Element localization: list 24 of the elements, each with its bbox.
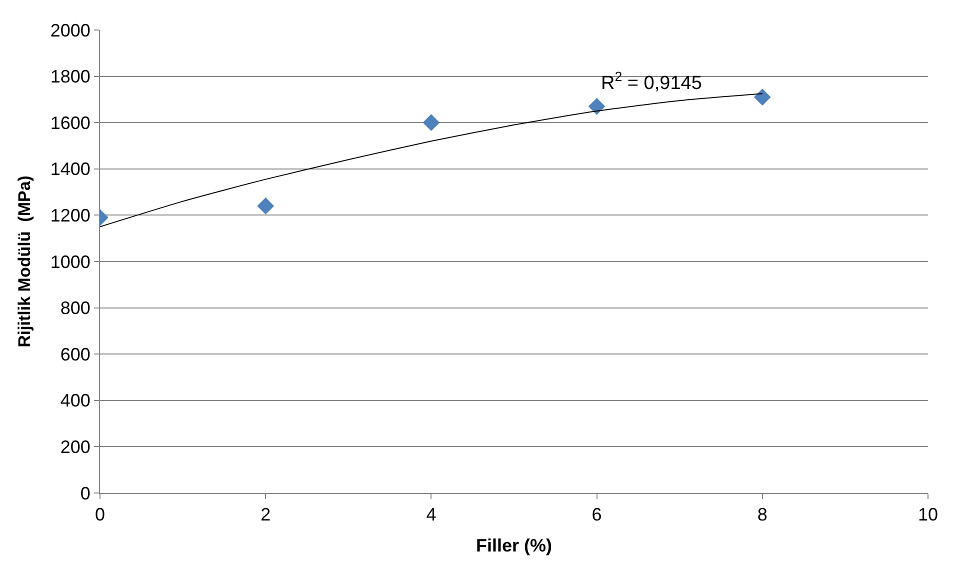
- y-tick-label: 2000: [50, 20, 90, 40]
- y-tick-label: 600: [60, 344, 90, 364]
- y-tick-label: 1600: [50, 112, 90, 133]
- x-tick-label: 4: [426, 504, 436, 525]
- x-axis-title: Filler (%): [476, 536, 552, 556]
- x-tick-label: 2: [260, 504, 271, 525]
- y-tick-label: 400: [60, 390, 90, 411]
- point: [754, 88, 771, 106]
- y-tick-label: 1000: [50, 252, 90, 272]
- y-tick-label: 1400: [50, 159, 90, 180]
- y-tick-label: 1800: [50, 66, 90, 87]
- point: [257, 197, 274, 214]
- point: [588, 98, 606, 115]
- x-tick-label: 0: [94, 504, 106, 525]
- y-tick-label: 200: [60, 437, 90, 457]
- x-tick-label: 6: [592, 504, 602, 525]
- y-tick-label: 800: [60, 298, 90, 318]
- y-tick-label: 1200: [50, 206, 90, 226]
- x-tick-label: 10: [918, 504, 938, 525]
- x-tick-label: 8: [757, 504, 768, 525]
- annotation: R$^{2}$ = 0,9145: [601, 69, 702, 94]
- point: [422, 114, 440, 132]
- y-tick-label: 0: [80, 483, 90, 504]
- y-axis-title: Rijitlik Modülü (MPa): [14, 176, 34, 348]
